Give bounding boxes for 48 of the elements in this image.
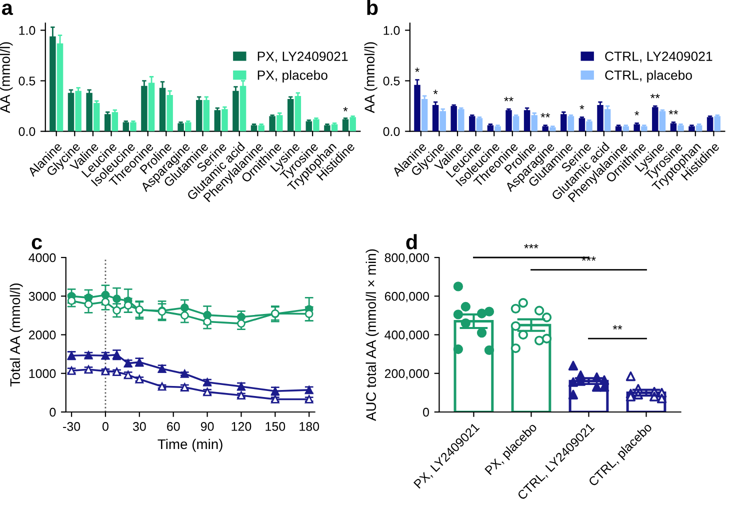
x-tick-label: 90	[200, 422, 214, 431]
y-axis-title: AA (mmol/l)	[364, 42, 378, 114]
x-tick-label: 120	[232, 422, 252, 431]
annotation: *	[433, 90, 438, 94]
x-tick-label: 30	[132, 422, 146, 431]
y-axis-title: AA (mmol/l)	[0, 42, 13, 114]
chart-title: a	[2, 4, 14, 16]
y-axis-title: AUC total AA (mmol/l × min)	[366, 249, 379, 421]
y-tick-label: 400,000	[384, 330, 429, 341]
annotation: *	[634, 111, 640, 116]
text: ***	[524, 244, 538, 248]
y-tick-label: 3000	[28, 292, 56, 301]
y-axis-title: Total AA (mmol/l)	[10, 284, 23, 387]
chart-title: c	[32, 238, 42, 250]
x-tick-label: 0	[102, 422, 108, 431]
x-tick-label: 180	[300, 422, 320, 431]
annotation: **	[504, 96, 514, 102]
y-tick-label: 0.0	[383, 127, 400, 136]
legend-label: CTRL, placebo	[605, 70, 692, 82]
y-tick-label: 0	[423, 408, 429, 417]
y-tick-label: 0.5	[18, 76, 36, 86]
annotation: *	[580, 104, 584, 110]
y-tick-label: 4000	[28, 253, 56, 262]
chart-title: b	[367, 0, 378, 16]
legend-label: PX, LY2409021	[258, 52, 348, 63]
annotation: **	[650, 94, 660, 98]
y-tick-label: 600,000	[384, 292, 429, 302]
y-tick-label: 0	[50, 408, 56, 417]
legend-label: CTRL, LY2409021	[605, 52, 712, 63]
x-tick-label: 150	[266, 422, 286, 431]
y-tick-label: 2000	[28, 330, 56, 340]
chart-title: d	[406, 234, 417, 250]
y-tick-label: 1000	[29, 369, 56, 378]
annotation: **	[612, 325, 622, 330]
x-axis-title: Time (min)	[158, 438, 222, 452]
legend-label: PX, placebo	[258, 70, 328, 82]
y-tick-label: 200,000	[384, 369, 429, 380]
y-tick-label: 0.0	[18, 127, 36, 136]
annotation: **	[668, 110, 678, 114]
y-tick-label: 800,000	[384, 253, 429, 264]
x-tick-label: 60	[167, 422, 180, 431]
y-tick-label: 0.5	[383, 76, 400, 86]
y-tick-label: 1.0	[384, 26, 400, 35]
annotation: *	[343, 106, 348, 112]
x-tick-label: -30	[63, 422, 80, 431]
annotation: **	[540, 113, 550, 118]
annotation: *	[415, 68, 420, 72]
y-tick-label: 1.0	[19, 26, 36, 35]
